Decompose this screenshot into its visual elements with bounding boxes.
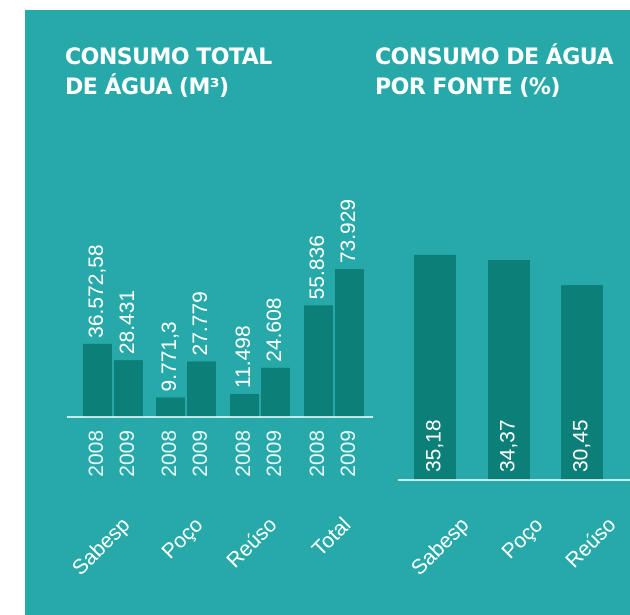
bar xyxy=(83,343,112,417)
value-label: 36.572,58 xyxy=(85,244,108,337)
year-label: 2008 xyxy=(158,430,181,477)
year-label: 2009 xyxy=(337,430,360,477)
value-label: 34,37 xyxy=(497,419,520,472)
chart-title: POR FONTE (%) xyxy=(375,75,560,100)
bar xyxy=(114,360,143,417)
bar xyxy=(335,269,364,417)
bar xyxy=(304,305,333,417)
bar xyxy=(488,260,530,480)
bar xyxy=(156,397,185,417)
value-label: 28.431 xyxy=(116,290,139,354)
chart-title: CONSUMO DE ÁGUA xyxy=(375,44,613,70)
value-label: 30,45 xyxy=(570,419,593,472)
value-label: 55.836 xyxy=(306,235,329,299)
bar xyxy=(230,394,259,417)
year-label: 2009 xyxy=(189,430,212,477)
bar xyxy=(187,361,216,417)
value-label: 27.779 xyxy=(189,291,212,355)
year-label: 2008 xyxy=(232,430,255,477)
bar xyxy=(561,285,603,480)
chart-title: CONSUMO TOTAL xyxy=(65,45,272,70)
value-label: 24.608 xyxy=(263,298,286,362)
value-label: 9.771,3 xyxy=(158,321,181,391)
value-label: 35,18 xyxy=(423,419,446,472)
bar xyxy=(261,367,290,417)
year-label: 2008 xyxy=(85,430,108,477)
year-label: 2009 xyxy=(116,430,139,477)
year-label: 2009 xyxy=(263,430,286,477)
value-label: 73.929 xyxy=(337,199,360,263)
chart-title: DE ÁGUA (M³) xyxy=(65,74,229,100)
value-label: 11.498 xyxy=(232,325,255,388)
year-label: 2008 xyxy=(306,430,329,477)
bar xyxy=(414,254,456,480)
